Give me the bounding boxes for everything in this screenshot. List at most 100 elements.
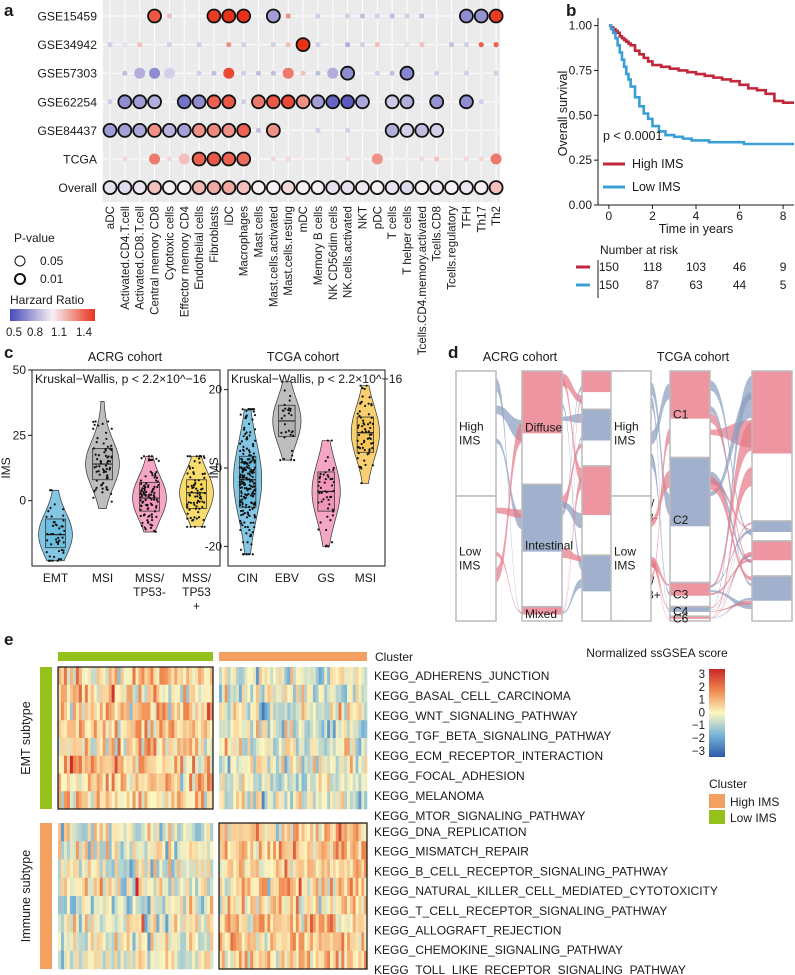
cell-1-5-1-30	[304, 914, 308, 933]
cell-1-2-0-9	[84, 859, 89, 879]
cell-0-4-0-7	[78, 738, 83, 757]
cell-1-7-1-45	[347, 950, 351, 970]
cell-1-7-0-8	[81, 950, 86, 970]
cell-1-0-1-45	[347, 823, 351, 842]
pt-2-3-19	[197, 511, 200, 514]
pt-2-3-8	[197, 457, 201, 460]
pt-2-2-95	[144, 494, 147, 497]
cell-1-0-1-37	[324, 823, 328, 842]
hr-dot-4-24	[463, 127, 469, 133]
cell-1-7-0-50	[207, 950, 211, 970]
cell-1-5-1-21	[278, 914, 282, 933]
hr-dot-5-5	[178, 153, 190, 165]
cell-1-7-1-16	[264, 950, 268, 970]
cell-1-4-1-47	[352, 896, 356, 915]
pt-2-0-40	[45, 515, 48, 518]
cell-0-5-1-43	[341, 755, 345, 774]
cell-0-3-0-8	[81, 720, 86, 739]
cell-1-7-0-27	[138, 950, 142, 970]
pt-3-0-142	[250, 460, 253, 463]
pt-3-0-72	[250, 543, 253, 546]
pt-2-3-41	[202, 455, 205, 458]
pt-3-2-28	[326, 515, 329, 518]
cell-0-7-0-2	[63, 791, 68, 810]
ribbon-5-0-3	[651, 452, 670, 613]
cell-1-2-0-30	[147, 859, 151, 879]
cell-1-3-0-35	[162, 877, 166, 897]
ribbon-4-1-7	[562, 547, 582, 562]
pt-3-0-153	[248, 505, 251, 508]
cell-1-4-1-45	[347, 896, 351, 915]
cell-0-0-1-6	[236, 667, 240, 686]
cell-1-1-0-17	[108, 841, 112, 860]
col-label-24: TFH	[460, 206, 473, 229]
cell-0-2-0-24	[129, 702, 133, 721]
cell-1-7-0-31	[150, 950, 154, 970]
cell-0-1-1-40	[332, 684, 336, 703]
pt-3-0-171	[241, 470, 244, 473]
cell-0-0-1-31	[307, 667, 311, 686]
c-cat-2-1: MSI	[92, 571, 113, 585]
col-label-17: NKT	[356, 206, 369, 229]
cell-0-3-1-31	[307, 720, 311, 739]
cell-0-2-0-43	[186, 702, 190, 721]
cell-1-5-1-10	[247, 914, 251, 933]
cluster-bar-high	[219, 652, 367, 661]
cell-1-4-0-25	[132, 896, 136, 915]
cell-0-7-0-6	[75, 791, 80, 810]
cell-0-0-1-28	[298, 667, 302, 686]
cell-0-5-0-46	[195, 755, 199, 774]
cell-1-0-1-47	[352, 823, 356, 842]
pt-3-0-111	[246, 525, 249, 529]
pt-2-0-24	[58, 539, 61, 542]
cell-1-6-1-0	[219, 932, 223, 952]
hr-dot-6-1	[117, 180, 133, 196]
cell-0-7-0-38	[171, 791, 175, 810]
cell-0-7-0-37	[168, 791, 172, 810]
col-label-20: T helper cells	[401, 206, 414, 275]
cell-0-3-1-43	[341, 720, 345, 739]
cell-1-0-0-51	[210, 823, 214, 842]
cell-1-0-1-24	[287, 823, 291, 842]
cell-0-0-1-37	[324, 667, 328, 686]
pt-3-1-6	[293, 459, 296, 462]
pt-3-0-178	[248, 461, 251, 464]
cell-0-7-1-17	[267, 791, 271, 810]
cell-0-0-0-11	[90, 667, 95, 686]
hr-dot-2-15	[327, 67, 339, 79]
cell-1-6-1-50	[361, 932, 365, 952]
cell-1-0-1-14	[258, 823, 262, 842]
cell-0-6-1-37	[324, 773, 328, 792]
cell-0-0-0-17	[108, 667, 112, 686]
pt-3-0-30	[250, 468, 253, 471]
cell-1-5-0-30	[147, 914, 151, 933]
cell-0-2-1-3	[227, 702, 231, 721]
cell-0-4-1-36	[321, 738, 325, 757]
pt-3-0-202	[242, 513, 245, 516]
cell-0-4-0-43	[186, 738, 190, 757]
hr-dot-2-0	[107, 70, 113, 76]
pt-2-3-60	[198, 461, 201, 464]
cell-0-2-1-35	[318, 702, 322, 721]
cell-1-1-1-19	[273, 841, 277, 860]
pt-3-0-219	[239, 483, 242, 486]
cell-1-1-0-19	[114, 841, 118, 860]
pt-2-3-43	[194, 495, 197, 498]
row-label-0: GSE15459	[37, 10, 97, 24]
pt-2-2-10	[141, 487, 144, 490]
cell-0-0-1-41	[335, 667, 339, 686]
cell-0-6-1-8	[241, 773, 245, 792]
cell-0-6-0-0	[58, 773, 62, 792]
pt-2-3-46	[203, 472, 206, 475]
cell-0-2-0-44	[189, 702, 193, 721]
pt-3-0-88	[245, 436, 249, 439]
pt-2-0-32	[61, 525, 64, 528]
cell-0-2-1-24	[287, 702, 291, 721]
pt-2-2-0	[139, 479, 143, 482]
cell-1-0-0-26	[135, 823, 139, 842]
pt-3-0-50	[238, 480, 241, 484]
ribbon-5-1-8	[710, 421, 752, 588]
cell-1-6-0-7	[78, 932, 83, 952]
hr-dot-3-7	[206, 94, 222, 110]
row-label-4: GSE84437	[37, 124, 97, 138]
